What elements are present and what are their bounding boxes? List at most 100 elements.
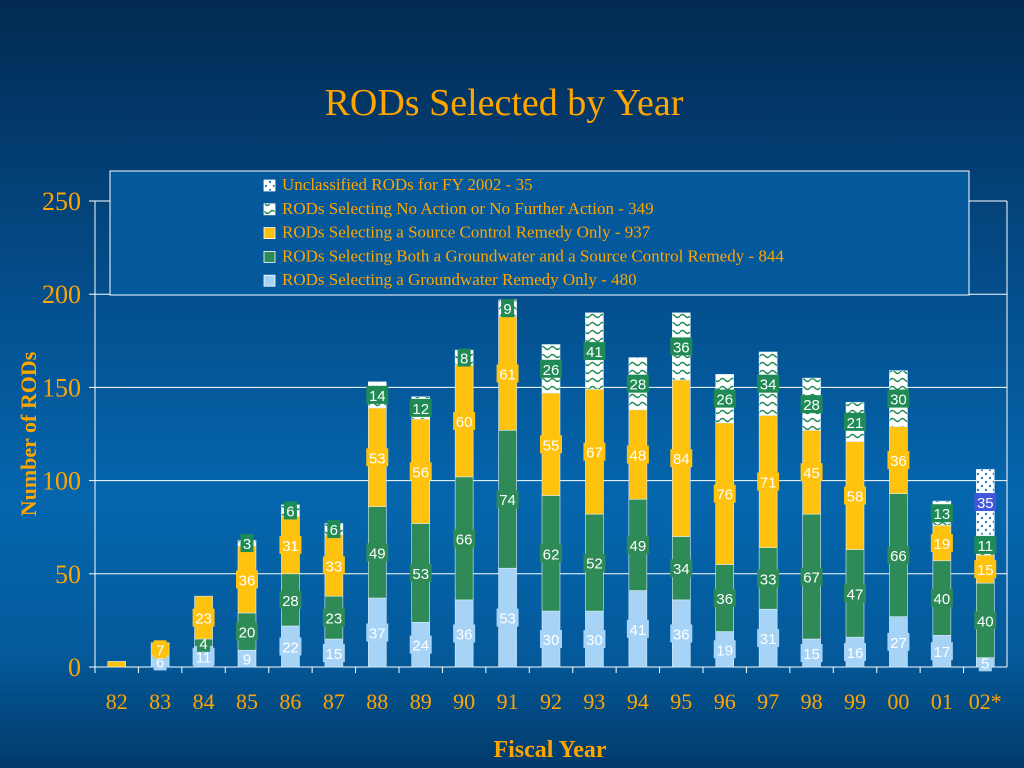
x-tick-label: 85 bbox=[236, 689, 258, 714]
data-label-gw: 22 bbox=[282, 639, 299, 656]
legend-label-nfa: RODs Selecting No Action or No Further A… bbox=[282, 199, 654, 218]
data-label-gw: 15 bbox=[326, 646, 343, 663]
x-axis-label: Fiscal Year bbox=[493, 737, 606, 763]
data-label-bg bbox=[366, 623, 389, 642]
data-label-bg bbox=[974, 611, 997, 630]
legend-label-uncl: Unclassified RODs for FY 2002 - 35 bbox=[282, 175, 533, 194]
data-label-bg bbox=[626, 619, 649, 638]
data-label-bg bbox=[887, 546, 910, 565]
data-label-bg bbox=[713, 640, 736, 659]
data-label-sc: 45 bbox=[803, 465, 820, 482]
data-label-bg bbox=[800, 463, 823, 482]
data-label-gw: 19 bbox=[716, 642, 733, 659]
data-label-sc: 84 bbox=[673, 451, 690, 468]
data-label-bg bbox=[583, 442, 606, 461]
data-label-bg bbox=[496, 490, 519, 509]
data-label-sc: 36 bbox=[890, 453, 907, 470]
data-label-bg bbox=[757, 569, 780, 588]
data-label-gw: 27 bbox=[890, 635, 907, 652]
data-label-sc: 36 bbox=[239, 572, 256, 589]
data-label-gw: 30 bbox=[586, 632, 603, 649]
data-label-bg bbox=[457, 348, 471, 367]
data-label-bg bbox=[322, 556, 345, 575]
x-tick-label: 86 bbox=[279, 689, 301, 714]
legend-label-both: RODs Selecting Both a Groundwater and a … bbox=[282, 246, 784, 265]
legend-label-gw: RODs Selecting a Groundwater Remedy Only… bbox=[282, 270, 637, 289]
x-tick-label: 99 bbox=[844, 689, 866, 714]
data-label-bg bbox=[540, 435, 562, 454]
legend-swatch-both bbox=[263, 250, 276, 263]
data-label-sc: 56 bbox=[412, 464, 429, 481]
data-label-nfa: 6 bbox=[330, 522, 338, 539]
data-label-bg bbox=[409, 635, 432, 654]
data-label-bg bbox=[713, 589, 736, 608]
data-label-sc: 53 bbox=[369, 450, 386, 467]
x-tick-label: 91 bbox=[497, 689, 519, 714]
chart-title: RODs Selected by Year bbox=[325, 82, 684, 124]
x-tick-label: 00 bbox=[887, 689, 909, 714]
data-label-bg bbox=[583, 342, 606, 361]
data-label-bg bbox=[800, 644, 823, 663]
data-label-sc: 58 bbox=[847, 489, 864, 506]
data-label-bg bbox=[757, 472, 780, 491]
data-label-nfa: 9 bbox=[503, 301, 511, 318]
data-label-sc: 19 bbox=[934, 536, 951, 553]
data-label-bg bbox=[322, 608, 345, 627]
x-tick-label: 94 bbox=[627, 689, 649, 714]
data-label-gw: 17 bbox=[934, 644, 951, 661]
data-label-both: 40 bbox=[977, 613, 994, 630]
data-label-bg bbox=[887, 389, 910, 408]
data-label-nfa: 41 bbox=[586, 344, 603, 361]
data-label-bg bbox=[453, 624, 476, 643]
legend: Unclassified RODs for FY 2002 - 35 RODs S… bbox=[109, 170, 970, 296]
data-label-bg bbox=[974, 560, 997, 579]
data-label-bg bbox=[240, 649, 254, 668]
data-label-bg bbox=[757, 374, 780, 393]
x-tick-label: 83 bbox=[149, 689, 171, 714]
data-label-bg bbox=[713, 389, 736, 408]
x-tick-label: 95 bbox=[670, 689, 692, 714]
data-label-both: 33 bbox=[760, 571, 777, 588]
data-label-bg bbox=[626, 535, 649, 554]
data-label-gw: 53 bbox=[499, 611, 516, 628]
data-label-bg bbox=[887, 451, 910, 470]
data-label-bg bbox=[670, 337, 693, 356]
data-label-both: 47 bbox=[847, 586, 864, 603]
y-tick-label: 50 bbox=[55, 560, 81, 589]
x-tick-label: 84 bbox=[193, 689, 215, 714]
y-tick-label: 150 bbox=[42, 373, 81, 402]
data-label-both: 67 bbox=[803, 570, 820, 587]
data-label-nfa: 11 bbox=[977, 538, 993, 555]
data-label-bg bbox=[800, 567, 823, 586]
data-label-bg bbox=[453, 529, 476, 548]
data-label-both: 62 bbox=[543, 546, 560, 563]
data-label-bg bbox=[409, 398, 432, 417]
x-tick-label: 98 bbox=[801, 689, 823, 714]
data-label-gw: 5 bbox=[981, 655, 989, 672]
legend-swatch-nfa bbox=[263, 203, 276, 216]
data-label-both: 28 bbox=[282, 593, 299, 610]
data-label-nfa: 28 bbox=[803, 397, 820, 414]
data-label-bg bbox=[800, 395, 823, 414]
data-label-nfa: 13 bbox=[934, 506, 951, 523]
data-label-sc: 60 bbox=[456, 414, 473, 431]
x-tick-label: 89 bbox=[410, 689, 432, 714]
x-tick-label: 93 bbox=[583, 689, 605, 714]
y-axis-label: Number of RODs bbox=[16, 351, 41, 516]
data-label-bg bbox=[409, 462, 432, 481]
data-label-bg bbox=[279, 535, 302, 554]
y-tick-label: 0 bbox=[68, 653, 81, 682]
data-label-both: 66 bbox=[456, 531, 473, 548]
data-label-both: 36 bbox=[716, 591, 733, 608]
data-label-sc: 31 bbox=[282, 538, 299, 555]
data-label-gw: 37 bbox=[369, 626, 386, 643]
data-label-gw: 31 bbox=[760, 631, 777, 648]
data-label-bg bbox=[844, 412, 866, 431]
data-label-bg bbox=[670, 559, 693, 578]
data-label-sc: 7 bbox=[156, 642, 164, 659]
data-label-nfa: 26 bbox=[543, 362, 560, 379]
data-label-bg bbox=[974, 493, 997, 512]
data-label-bg bbox=[757, 629, 780, 648]
data-label-bg bbox=[930, 534, 953, 553]
